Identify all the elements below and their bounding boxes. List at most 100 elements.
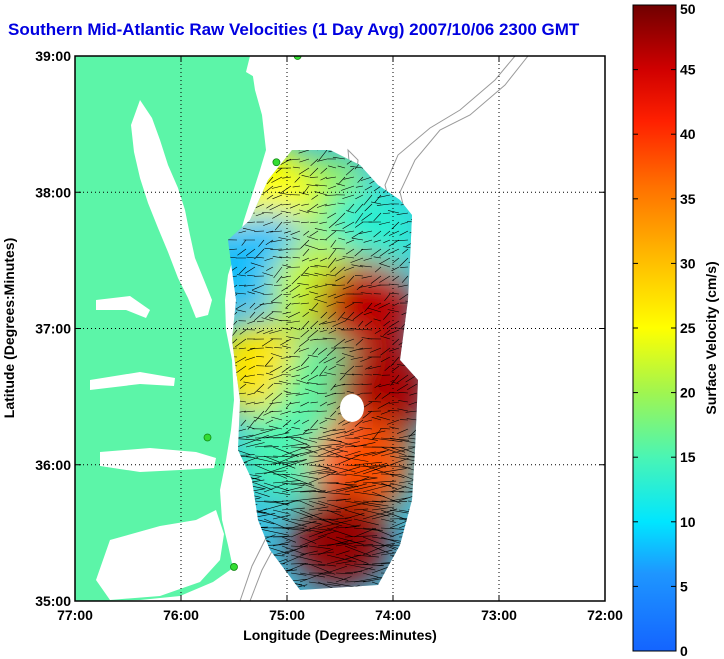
velocity-vector bbox=[388, 230, 400, 236]
colorbar-tick-label: 10 bbox=[680, 514, 696, 530]
velocity-vector bbox=[371, 201, 382, 205]
velocity-vector bbox=[416, 572, 418, 581]
velocity-vector bbox=[344, 428, 355, 434]
velocity-vector bbox=[344, 230, 355, 233]
velocity-vector bbox=[269, 203, 283, 211]
velocity-vector bbox=[254, 571, 274, 574]
velocity-vector bbox=[373, 256, 382, 259]
velocity-vector bbox=[272, 473, 291, 475]
velocity-vector bbox=[355, 221, 364, 228]
velocity-vector bbox=[416, 426, 418, 439]
velocity-vector bbox=[362, 450, 386, 457]
velocity-vector bbox=[245, 427, 279, 439]
velocity-vector bbox=[330, 266, 337, 273]
velocity-vector bbox=[372, 428, 382, 440]
velocity-vector bbox=[398, 392, 409, 394]
velocity-vector bbox=[350, 257, 364, 263]
velocity-vector bbox=[294, 176, 301, 183]
velocity-vector bbox=[398, 464, 416, 471]
velocity-vector bbox=[308, 455, 339, 458]
velocity-vector bbox=[245, 584, 279, 590]
velocity-vector bbox=[390, 356, 400, 367]
velocity-vector bbox=[380, 572, 409, 575]
velocity-vector bbox=[396, 212, 409, 215]
velocity-vector bbox=[411, 293, 418, 302]
velocity-vector bbox=[319, 401, 328, 407]
velocity-vector bbox=[398, 576, 415, 583]
velocity-vector bbox=[416, 554, 418, 563]
velocity-vector bbox=[388, 320, 400, 328]
velocity-vector bbox=[298, 167, 310, 175]
velocity-vector bbox=[326, 401, 337, 406]
chart-title: Southern Mid-Atlantic Raw Velocities (1 … bbox=[8, 20, 580, 39]
velocity-vector bbox=[317, 548, 334, 556]
velocity-vector bbox=[265, 150, 274, 156]
velocity-vector bbox=[228, 529, 252, 538]
velocity-vector bbox=[340, 185, 355, 191]
velocity-vector bbox=[263, 580, 292, 583]
velocity-vector bbox=[312, 347, 319, 355]
velocity-vector bbox=[299, 459, 325, 466]
velocity-vector bbox=[344, 445, 367, 448]
velocity-vector bbox=[364, 203, 373, 212]
velocity-vector bbox=[331, 392, 346, 395]
velocity-vector bbox=[305, 284, 319, 290]
velocity-vector bbox=[345, 239, 355, 244]
velocity-vector bbox=[344, 266, 355, 271]
pamlico-sound bbox=[96, 510, 224, 600]
radar-station-marker bbox=[293, 56, 302, 60]
velocity-vector bbox=[292, 166, 301, 169]
velocity-vector bbox=[268, 374, 283, 380]
velocity-vector bbox=[263, 432, 290, 439]
velocity-vector bbox=[263, 283, 274, 286]
velocity-vector bbox=[259, 302, 274, 305]
velocity-vector bbox=[309, 176, 319, 178]
velocity-vector bbox=[350, 356, 364, 360]
velocity-vector bbox=[343, 176, 355, 180]
velocity-vector bbox=[310, 401, 319, 404]
velocity-vector bbox=[371, 500, 387, 502]
velocity-vector bbox=[235, 338, 247, 348]
velocity-vector bbox=[262, 272, 274, 277]
velocity-vector bbox=[336, 364, 346, 367]
velocity-vector bbox=[335, 257, 346, 262]
velocity-vector bbox=[374, 383, 382, 388]
velocity-vector bbox=[351, 230, 364, 239]
velocity-vector bbox=[249, 302, 256, 309]
velocity-vector bbox=[416, 455, 418, 463]
velocity-vector bbox=[254, 491, 270, 497]
velocity-vector bbox=[344, 509, 365, 516]
velocity-vector bbox=[399, 230, 409, 236]
velocity-vector bbox=[335, 498, 351, 502]
velocity-vector bbox=[292, 256, 301, 259]
velocity-vector bbox=[345, 248, 355, 255]
velocity-vector bbox=[361, 383, 373, 385]
velocity-vector bbox=[272, 453, 302, 466]
velocity-vector bbox=[373, 318, 382, 322]
velocity-vector bbox=[344, 464, 378, 468]
velocity-vector bbox=[267, 383, 274, 389]
velocity-vector bbox=[283, 221, 292, 224]
velocity-vector bbox=[335, 540, 366, 547]
velocity-vector bbox=[247, 320, 256, 324]
velocity-vector bbox=[335, 221, 346, 226]
x-tick-label: 74:00 bbox=[375, 607, 411, 623]
velocity-vector bbox=[302, 185, 310, 195]
velocity-vector bbox=[308, 563, 336, 575]
colorbar bbox=[632, 4, 677, 652]
velocity-vector bbox=[317, 530, 337, 538]
velocity-vector bbox=[299, 445, 332, 457]
x-tick-label: 72:00 bbox=[587, 607, 623, 623]
velocity-vector bbox=[263, 185, 274, 194]
y-tick-label: 38:00 bbox=[35, 184, 71, 200]
velocity-vector bbox=[247, 275, 256, 277]
velocity-vector bbox=[380, 446, 407, 456]
gridlines bbox=[75, 56, 605, 601]
velocity-vector bbox=[284, 428, 292, 434]
velocity-vector bbox=[243, 284, 256, 287]
velocity-vector bbox=[389, 486, 407, 493]
velocity-vector bbox=[228, 509, 255, 521]
velocity-vector bbox=[254, 509, 290, 520]
velocity-vector bbox=[272, 480, 301, 484]
x-axis-label: Longitude (Degrees:Minutes) bbox=[243, 627, 437, 643]
